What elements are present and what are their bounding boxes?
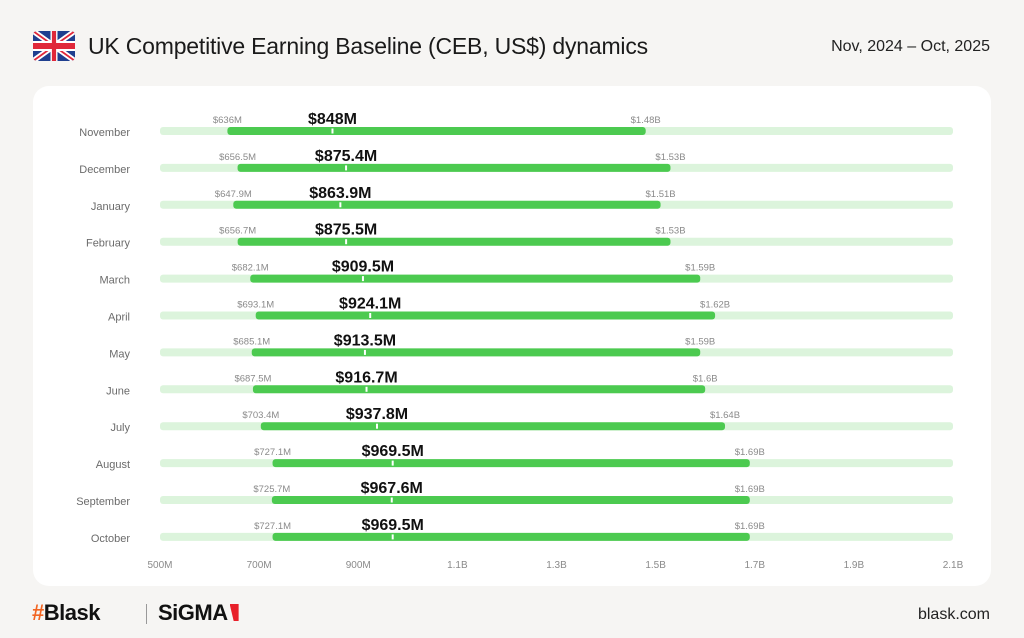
uk-flag-icon bbox=[33, 31, 75, 61]
high-value-label: $1.69B bbox=[735, 447, 765, 458]
category-label: November bbox=[79, 127, 130, 139]
high-value-label: $1.53B bbox=[655, 152, 685, 163]
estimate-value-label: $969.5M bbox=[362, 517, 424, 534]
x-tick-label: 1.3B bbox=[546, 560, 567, 571]
category-label: September bbox=[76, 496, 130, 508]
low-value-label: $656.7M bbox=[219, 226, 256, 237]
category-label: October bbox=[91, 533, 130, 545]
estimate-marker bbox=[390, 497, 393, 503]
site-link[interactable]: blask.com bbox=[917, 606, 990, 623]
low-value-label: $656.5M bbox=[219, 152, 256, 163]
date-range: Nov, 2024 – Oct, 2025 bbox=[831, 38, 990, 55]
high-value-label: $1.59B bbox=[685, 263, 715, 274]
x-tick-label: 1.5B bbox=[645, 560, 666, 571]
header: UK Competitive Earning Baseline (CEB, US… bbox=[0, 0, 1024, 90]
low-value-label: $693.1M bbox=[237, 300, 274, 311]
category-label: February bbox=[86, 238, 131, 250]
range-bar bbox=[237, 163, 671, 172]
high-value-label: $1.62B bbox=[700, 300, 730, 311]
category-label: July bbox=[110, 422, 130, 434]
category-label: December bbox=[79, 164, 130, 176]
estimate-marker bbox=[331, 128, 334, 134]
range-bar bbox=[233, 200, 661, 209]
x-tick-label: 1.9B bbox=[844, 560, 865, 571]
category-label: April bbox=[108, 312, 130, 324]
low-value-label: $727.1M bbox=[254, 521, 291, 532]
high-value-label: $1.69B bbox=[735, 521, 765, 532]
range-bar bbox=[271, 496, 750, 504]
range-bar bbox=[251, 348, 701, 357]
category-label: January bbox=[91, 201, 131, 213]
chart-canvas: November $636M $1.48B $848M December $656.5M $… bbox=[76, 111, 964, 571]
estimate-value-label: $937.8M bbox=[346, 406, 408, 423]
low-value-label: $703.4M bbox=[242, 410, 279, 421]
x-tick-label: 2.1B bbox=[943, 560, 964, 571]
high-value-label: $1.6B bbox=[693, 373, 718, 384]
estimate-value-label: $875.5M bbox=[315, 222, 377, 239]
sigma-logo: SiGMA bbox=[158, 600, 239, 626]
chart-title: UK Competitive Earning Baseline (CEB, US… bbox=[88, 33, 648, 59]
high-value-label: $1.51B bbox=[646, 189, 676, 200]
range-bar bbox=[272, 532, 750, 541]
high-value-label: $1.53B bbox=[655, 226, 685, 237]
estimate-value-label: $909.5M bbox=[332, 259, 394, 276]
x-tick-label: 900M bbox=[346, 560, 371, 571]
low-value-label: $725.7M bbox=[253, 484, 290, 495]
logo-divider bbox=[146, 604, 147, 624]
range-bar bbox=[260, 422, 726, 431]
low-value-label: $727.1M bbox=[254, 447, 291, 458]
x-tick-label: 700M bbox=[247, 560, 272, 571]
high-value-label: $1.69B bbox=[735, 484, 765, 495]
low-value-label: $682.1M bbox=[232, 263, 269, 274]
estimate-marker bbox=[345, 239, 348, 245]
estimate-value-label: $967.6M bbox=[361, 480, 423, 497]
hash-icon: # bbox=[32, 600, 44, 625]
range-bar bbox=[255, 311, 716, 320]
estimate-marker bbox=[345, 165, 348, 171]
low-value-label: $647.9M bbox=[215, 189, 252, 200]
estimate-marker bbox=[369, 313, 372, 318]
estimate-value-label: $916.7M bbox=[335, 369, 397, 386]
estimate-value-label: $913.5M bbox=[334, 332, 396, 349]
high-value-label: $1.59B bbox=[685, 336, 715, 347]
range-bar bbox=[252, 385, 706, 394]
category-label: August bbox=[96, 459, 130, 471]
category-label: March bbox=[99, 275, 130, 287]
chart-card: November $636M $1.48B $848M December $656.5M $… bbox=[33, 86, 991, 586]
x-tick-label: 1.7B bbox=[744, 560, 765, 571]
estimate-marker bbox=[339, 202, 342, 208]
estimate-marker bbox=[375, 423, 378, 429]
low-value-label: $636M bbox=[213, 115, 242, 126]
blask-logo: #Blask bbox=[32, 600, 100, 625]
range-bar bbox=[250, 274, 701, 283]
range-bar bbox=[237, 237, 671, 246]
estimate-marker bbox=[361, 276, 364, 282]
estimate-marker bbox=[363, 349, 366, 355]
high-value-label: $1.64B bbox=[710, 410, 740, 421]
category-label: May bbox=[109, 348, 130, 360]
estimate-value-label: $863.9M bbox=[309, 185, 371, 202]
category-label: June bbox=[106, 385, 130, 397]
estimate-value-label: $924.1M bbox=[339, 296, 401, 313]
x-tick-label: 1.1B bbox=[447, 560, 468, 571]
estimate-value-label: $875.4M bbox=[315, 148, 377, 165]
estimate-marker bbox=[365, 386, 368, 392]
estimate-marker bbox=[391, 460, 394, 466]
high-value-label: $1.48B bbox=[631, 115, 661, 126]
low-value-label: $685.1M bbox=[233, 336, 270, 347]
low-value-label: $687.5M bbox=[234, 373, 271, 384]
estimate-value-label: $848M bbox=[308, 111, 357, 128]
estimate-marker bbox=[391, 534, 394, 540]
footer: #Blask SiGMA blask.com bbox=[0, 592, 1024, 638]
range-bar bbox=[227, 127, 646, 135]
range-bar bbox=[272, 459, 750, 468]
sigma-mark-icon bbox=[229, 604, 239, 621]
estimate-value-label: $969.5M bbox=[362, 443, 424, 460]
x-tick-label: 500M bbox=[147, 560, 172, 571]
